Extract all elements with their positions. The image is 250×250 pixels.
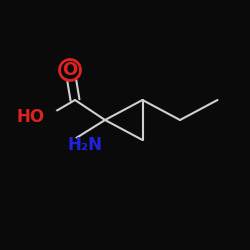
Ellipse shape	[58, 62, 82, 78]
Ellipse shape	[31, 108, 59, 128]
Text: H₂N: H₂N	[68, 136, 102, 154]
Text: O: O	[62, 61, 78, 79]
Ellipse shape	[51, 135, 79, 155]
Text: HO: HO	[17, 108, 45, 126]
